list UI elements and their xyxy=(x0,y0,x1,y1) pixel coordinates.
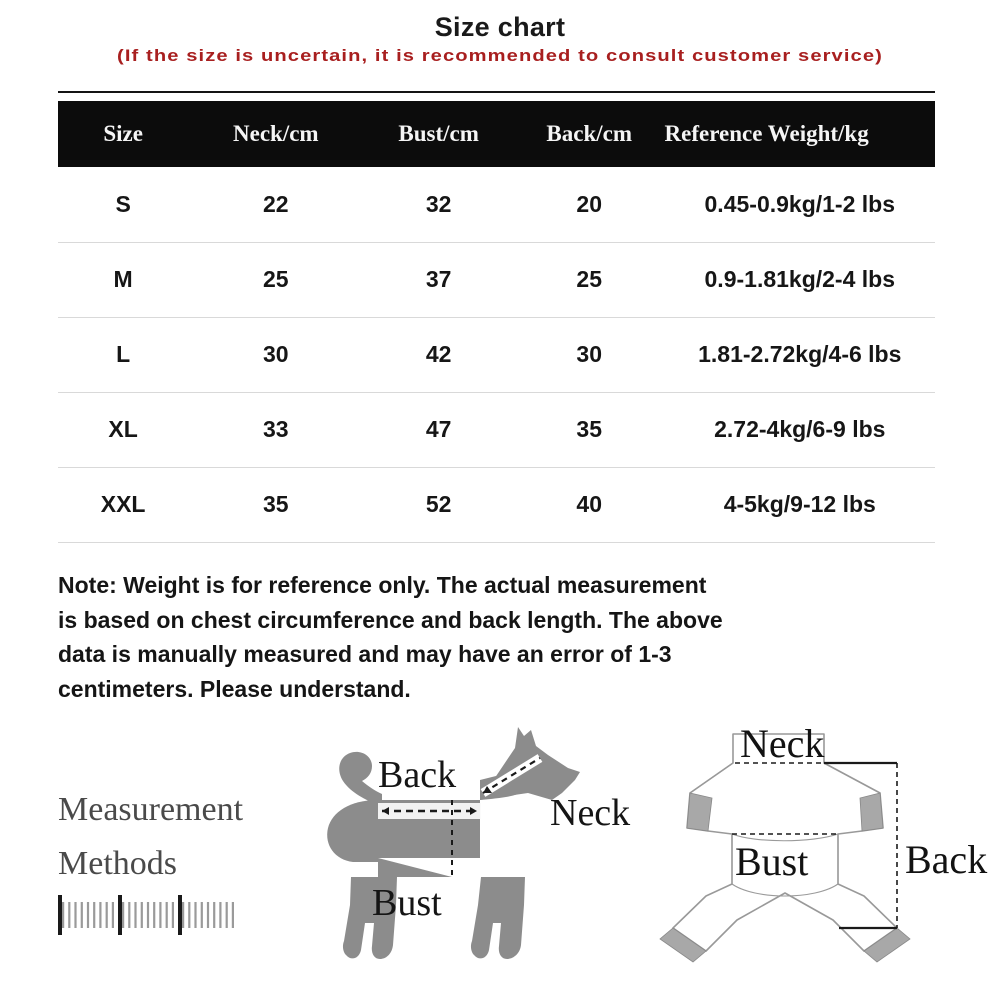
svg-text:Bust: Bust xyxy=(735,839,808,884)
svg-text:Back: Back xyxy=(905,837,987,882)
svg-text:Neck: Neck xyxy=(740,721,824,766)
